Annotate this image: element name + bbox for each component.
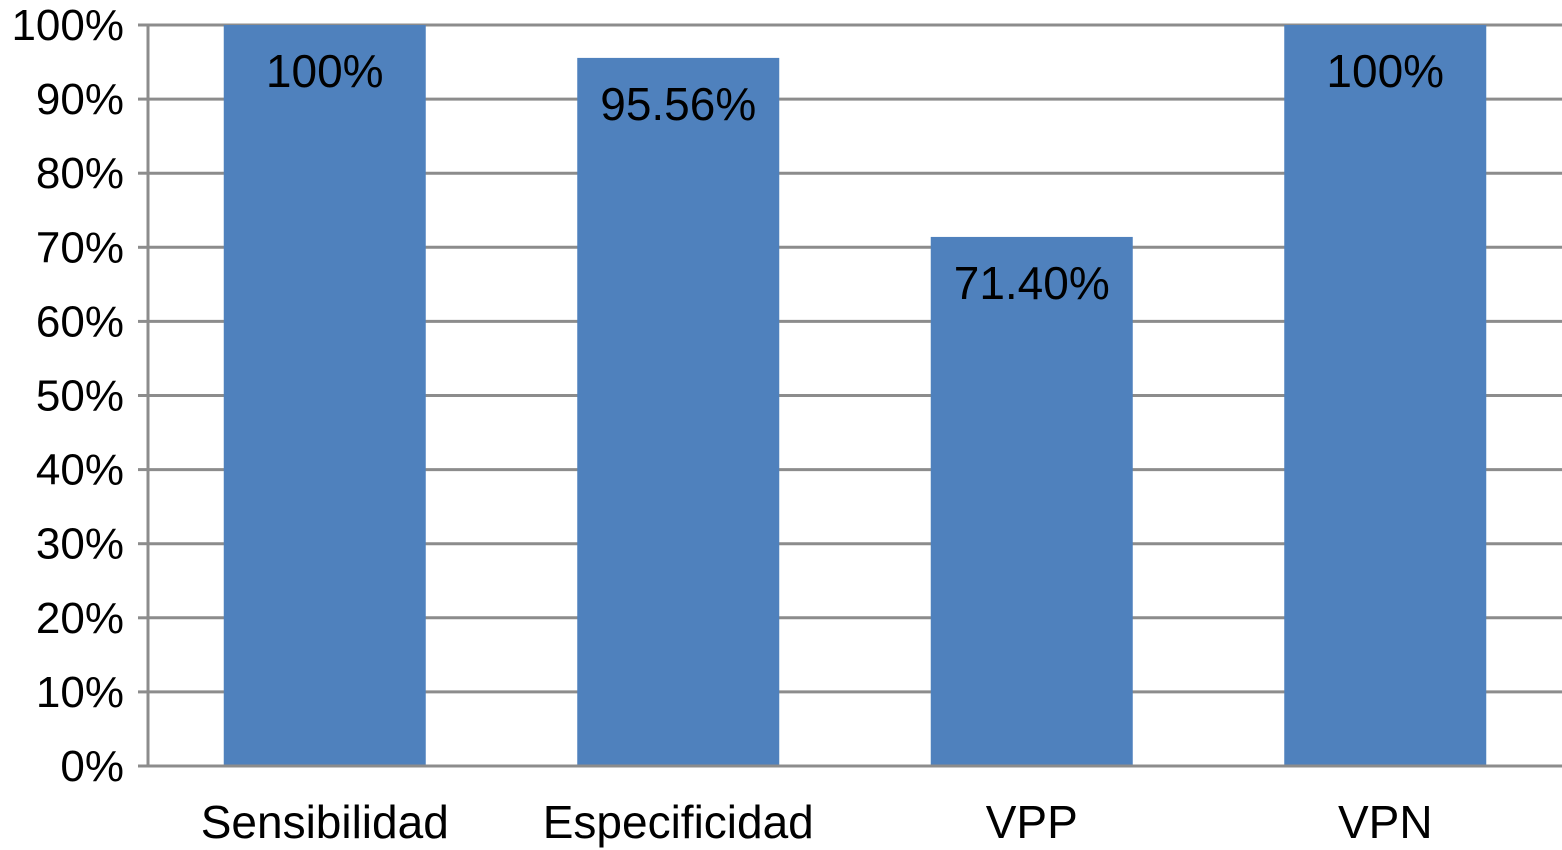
- x-tick-label: VPN: [1338, 796, 1433, 848]
- y-tick-label: 0%: [60, 742, 124, 791]
- axes: [138, 23, 1562, 768]
- bar-vpp: [930, 236, 1133, 766]
- x-tick-label: VPP: [986, 796, 1078, 848]
- data-label: 100%: [266, 45, 384, 97]
- y-tick-label: 10%: [36, 668, 124, 717]
- bars: [223, 25, 1487, 767]
- y-tick-label: 100%: [11, 1, 124, 50]
- data-label: 100%: [1326, 45, 1444, 97]
- x-tick-label: Sensibilidad: [201, 796, 449, 848]
- x-tick-label: Especificidad: [543, 796, 814, 848]
- data-labels: 100% 95.56% 71.40% 100%: [266, 45, 1444, 309]
- data-label: 95.56%: [600, 78, 756, 130]
- y-tick-label: 50%: [36, 372, 124, 421]
- y-tick-labels: 0% 10% 20% 30% 40% 50% 60% 70% 80% 90% 100%: [11, 1, 124, 791]
- data-label: 71.40%: [954, 257, 1110, 309]
- y-tick-label: 80%: [36, 149, 124, 198]
- y-tick-label: 40%: [36, 446, 124, 495]
- y-tick-label: 60%: [36, 297, 124, 346]
- bar-sensibilidad: [223, 25, 426, 766]
- bar-especificidad: [577, 57, 780, 767]
- y-tick-label: 70%: [36, 223, 124, 272]
- y-tick-label: 90%: [36, 75, 124, 124]
- y-tick-label: 20%: [36, 594, 124, 643]
- y-tick-label: 30%: [36, 520, 124, 569]
- x-tick-labels: Sensibilidad Especificidad VPP VPN: [201, 796, 1433, 848]
- bar-vpn: [1284, 25, 1487, 766]
